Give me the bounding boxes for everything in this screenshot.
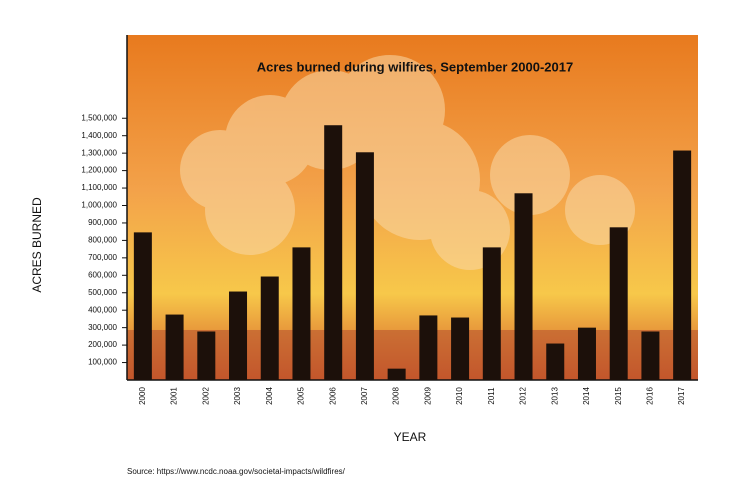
y-tick-label: 200,000 (88, 340, 117, 349)
y-tick-label: 900,000 (88, 218, 117, 227)
x-tick-label: 2016 (646, 387, 655, 405)
x-tick-label: 2012 (519, 387, 528, 405)
y-tick-label: 600,000 (88, 270, 117, 279)
y-tick-label: 300,000 (88, 323, 117, 332)
bar (546, 343, 565, 380)
x-tick-label: 2010 (455, 387, 464, 405)
x-tick-label: 2002 (201, 387, 210, 405)
y-tick-label: 400,000 (88, 305, 117, 314)
y-tick-label: 1,100,000 (81, 183, 117, 192)
x-tick-label: 2007 (360, 387, 369, 405)
bar (609, 227, 628, 380)
x-tick-label: 2011 (487, 387, 496, 405)
bar (292, 247, 311, 380)
x-tick-label: 2000 (138, 387, 147, 405)
y-tick-label: 1,000,000 (81, 201, 117, 210)
bar (673, 150, 692, 380)
x-tick-label: 2013 (550, 387, 559, 405)
x-tick-label: 2009 (423, 387, 432, 405)
source-note: Source: https://www.ncdc.noaa.gov/societ… (127, 467, 346, 476)
bar (355, 152, 374, 380)
x-tick-label: 2015 (614, 387, 623, 405)
x-tick-label: 2014 (582, 387, 591, 405)
bar (387, 368, 406, 380)
chart-title: Acres burned during wilfires, September … (257, 59, 573, 74)
bar (197, 331, 216, 380)
x-tick-label: 2006 (328, 387, 337, 405)
bar (324, 125, 343, 380)
ground (127, 330, 698, 380)
bar (419, 315, 438, 380)
x-tick-label: 2001 (170, 387, 179, 405)
y-tick-label: 1,200,000 (81, 166, 117, 175)
y-tick-label: 1,500,000 (81, 113, 117, 122)
y-axis-label: ACRES BURNED (30, 197, 44, 293)
x-tick-label: 2003 (233, 387, 242, 405)
y-tick-label: 800,000 (88, 236, 117, 245)
y-tick-label: 700,000 (88, 253, 117, 262)
y-tick-label: 1,400,000 (81, 131, 117, 140)
bar (451, 317, 470, 380)
y-tick-label: 500,000 (88, 288, 117, 297)
bar (577, 327, 596, 380)
smoke-clouds (180, 55, 635, 270)
x-tick-label: 2005 (297, 387, 306, 405)
x-tick-label: 2008 (392, 387, 401, 405)
bar (514, 193, 533, 380)
bar (641, 331, 660, 380)
x-tick-label: 2004 (265, 387, 274, 405)
bar (482, 247, 501, 380)
bar (260, 276, 279, 380)
x-tick-label: 2017 (677, 387, 686, 405)
y-tick-label: 1,300,000 (81, 148, 117, 157)
bar (133, 232, 152, 380)
x-axis-label: YEAR (394, 430, 427, 444)
bar (229, 291, 248, 380)
bar (165, 314, 184, 380)
y-tick-label: 100,000 (88, 358, 117, 367)
